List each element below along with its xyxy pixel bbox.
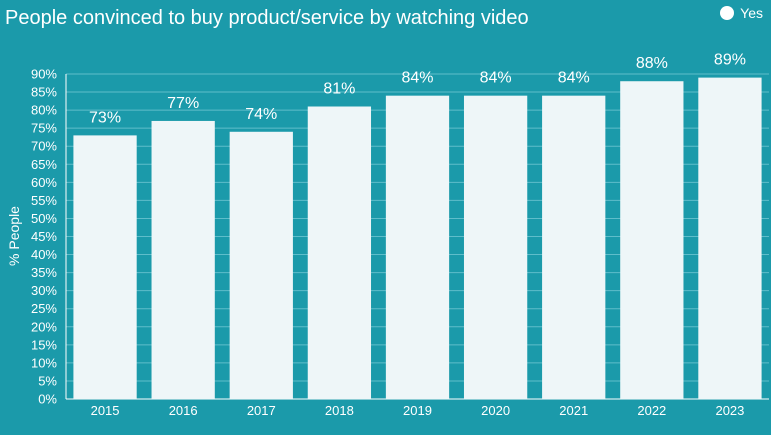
y-tick-label: 90% [31, 67, 57, 82]
x-tick-label: 2020 [481, 403, 510, 418]
y-tick-label: 60% [31, 175, 57, 190]
data-label-2017: 74% [245, 106, 277, 123]
bar-2015[interactable] [73, 135, 137, 399]
data-label-2022: 88% [636, 55, 668, 72]
y-tick-label: 85% [31, 85, 57, 100]
y-tick-label: 5% [38, 373, 57, 388]
y-tick-label: 75% [31, 121, 57, 136]
x-tick-label: 2021 [559, 403, 588, 418]
legend-label: Yes [740, 5, 763, 21]
bar-2023[interactable] [698, 77, 762, 399]
data-label-2021: 84% [558, 70, 590, 87]
y-tick-label: 40% [31, 247, 57, 262]
chart-title: People convinced to buy product/service … [5, 7, 529, 29]
bar-2021[interactable] [542, 95, 606, 400]
bar-2020[interactable] [463, 95, 528, 400]
x-tick-label: 2017 [247, 403, 276, 418]
y-tick-label: 10% [31, 355, 57, 370]
data-label-2015: 73% [89, 109, 121, 126]
x-tick-label: 2023 [715, 403, 744, 418]
y-tick-label: 65% [31, 157, 57, 172]
y-tick-label: 0% [38, 392, 57, 407]
data-label-2020: 84% [480, 70, 512, 87]
x-tick-label: 2016 [169, 403, 198, 418]
y-tick-label: 25% [31, 301, 57, 316]
data-label-2023: 89% [714, 52, 746, 69]
bar-2016[interactable] [151, 120, 215, 399]
y-tick-label: 70% [31, 139, 57, 154]
x-tick-label: 2022 [637, 403, 666, 418]
bar-2017[interactable] [229, 131, 293, 399]
x-tick-label: 2019 [403, 403, 432, 418]
x-tick-label: 2015 [91, 403, 120, 418]
y-tick-label: 15% [31, 337, 57, 352]
legend-marker [720, 6, 735, 20]
legend[interactable]: Yes [720, 5, 763, 21]
data-label-2016: 77% [167, 95, 199, 112]
data-label-2018: 81% [323, 81, 355, 98]
y-tick-label: 55% [31, 193, 57, 208]
bar-2018[interactable] [307, 106, 372, 400]
y-tick-label: 30% [31, 283, 57, 298]
bar-2022[interactable] [620, 81, 684, 399]
data-label-2019: 84% [401, 70, 433, 87]
x-tick-label: 2018 [325, 403, 354, 418]
y-tick-label: 50% [31, 211, 57, 226]
bar-2019[interactable] [385, 95, 450, 400]
y-tick-label: 45% [31, 229, 57, 244]
y-tick-label: 20% [31, 319, 57, 334]
y-tick-label: 80% [31, 103, 57, 118]
y-tick-label: 35% [31, 265, 57, 280]
